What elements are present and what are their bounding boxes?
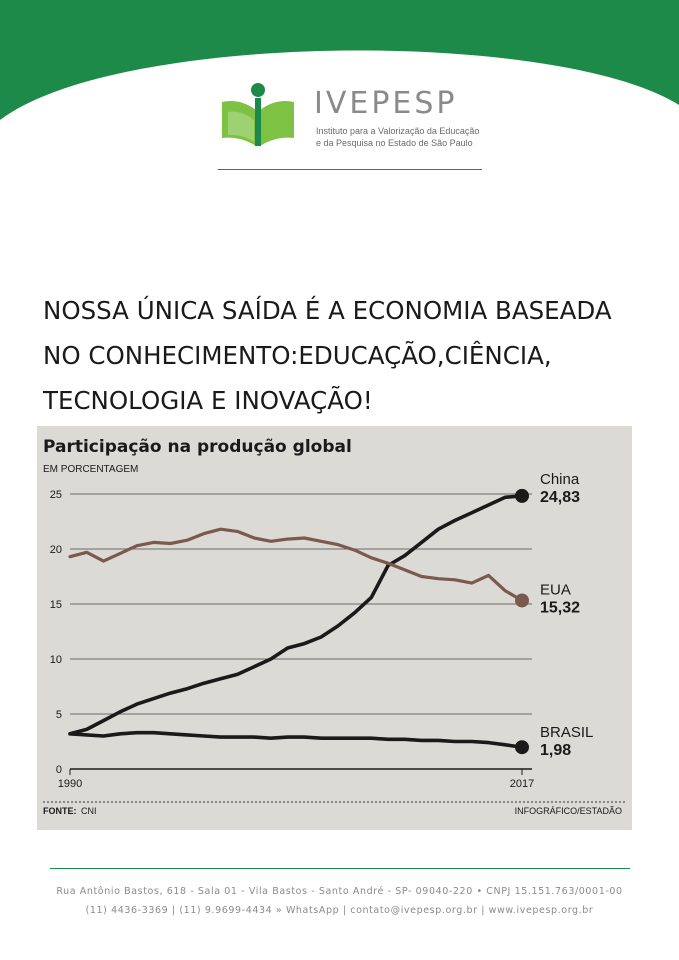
y-tick-label: 0 (56, 764, 62, 776)
chart-credit: INFOGRÁFICO/ESTADÃO (515, 806, 622, 816)
headline-line3: TECNOLOGIA E INOVAÇÃO! (43, 386, 373, 415)
header-divider (218, 169, 482, 170)
y-tick-label: 25 (50, 489, 62, 501)
chart-subtitle: EM PORCENTAGEM (43, 464, 138, 475)
header-wave-banner (0, 0, 679, 120)
grid (70, 493, 532, 770)
source-label: FONTE: (43, 806, 77, 816)
y-tick-label: 10 (50, 654, 62, 666)
headline-line1: NOSSA ÚNICA SAÍDA É A ECONOMIA BASEADA (43, 296, 612, 325)
y-tick-label: 20 (50, 544, 62, 556)
series-name-brasil: BRASIL (540, 724, 593, 741)
y-tick-label: 15 (50, 599, 62, 611)
series-value-eua: 15,32 (540, 599, 580, 616)
chart: Participação na produção global EM PORCE… (37, 426, 632, 830)
footer-contact: (11) 4436-3369 | (11) 9.9699-4434 » What… (85, 905, 594, 916)
chart-title: Participação na produção global (43, 437, 352, 457)
footer-divider (50, 868, 630, 869)
series-line-china (68, 494, 524, 736)
y-tick-label: 5 (56, 709, 62, 721)
header-wave-dark (0, 0, 679, 120)
series-name-china: China (540, 471, 580, 488)
series-line-brasil (68, 730, 524, 750)
brand-tagline-line1: Instituto para a Valorização da Educação (316, 126, 480, 136)
headline: NOSSA ÚNICA SAÍDA É A ECONOMIA BASEADA N… (43, 288, 663, 423)
source-value: CNI (81, 806, 97, 816)
series-end-marker-china (515, 488, 529, 503)
logo-icon (222, 83, 294, 146)
footer-address: Rua Antônio Bastos, 618 - Sala 01 - Vila… (56, 886, 623, 897)
x-tick-label: 2017 (510, 778, 534, 790)
x-tick-label: 1990 (58, 778, 82, 790)
series-value-brasil: 1,98 (540, 742, 571, 759)
series-end-marker-brasil (515, 740, 529, 755)
axes: 0 5 10 15 20 25 1990 2017 (50, 489, 534, 790)
series-end-marker-eua (515, 593, 529, 608)
series-value-china: 24,83 (540, 489, 580, 506)
series-name-eua: EUA (540, 581, 571, 598)
brand-name: IVEPESP (314, 86, 458, 121)
headline-line2: NO CONHECIMENTO:EDUCAÇÃO,CIÊNCIA, (43, 341, 552, 370)
series (68, 488, 529, 755)
brand-tagline-line2: e da Pesquisa no Estado de São Paulo (316, 138, 473, 148)
series-line-eua (68, 527, 524, 603)
